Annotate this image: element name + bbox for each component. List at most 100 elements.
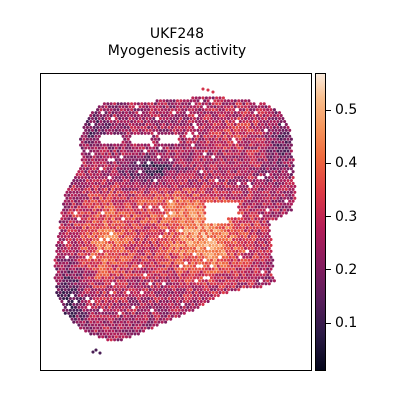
spot xyxy=(116,220,120,224)
spot xyxy=(155,199,159,203)
spot xyxy=(73,205,78,209)
spot xyxy=(126,119,130,124)
spot xyxy=(209,223,214,227)
spot xyxy=(113,167,117,171)
spot xyxy=(189,211,193,215)
spot xyxy=(266,178,270,183)
spot xyxy=(145,299,149,303)
spot xyxy=(84,240,88,244)
spot xyxy=(99,178,103,183)
spot xyxy=(276,208,280,212)
spot xyxy=(140,320,144,324)
spot xyxy=(124,317,129,321)
spot xyxy=(260,217,265,221)
spot xyxy=(174,196,178,200)
spot xyxy=(80,323,84,327)
spot xyxy=(238,196,242,200)
spot xyxy=(126,102,130,106)
spot xyxy=(119,314,123,318)
spot xyxy=(247,117,251,121)
spot xyxy=(174,314,178,318)
spot xyxy=(104,199,108,203)
spot xyxy=(126,308,130,312)
spot xyxy=(266,214,270,218)
spot xyxy=(75,308,79,312)
spot xyxy=(257,117,261,121)
spot xyxy=(130,119,134,124)
spot xyxy=(136,114,140,118)
spot xyxy=(99,220,103,224)
spot xyxy=(189,229,193,233)
spot xyxy=(97,176,101,180)
spot xyxy=(203,164,207,168)
spot xyxy=(140,119,144,124)
spot xyxy=(80,264,84,268)
spot xyxy=(140,273,144,277)
spot xyxy=(104,146,108,150)
spot xyxy=(243,152,248,156)
spot xyxy=(206,111,210,115)
spot xyxy=(211,267,215,271)
spot xyxy=(153,125,157,129)
spot xyxy=(240,235,244,239)
spot xyxy=(123,285,127,289)
spot xyxy=(203,134,207,138)
spot xyxy=(250,235,254,239)
spot xyxy=(131,193,135,197)
spot xyxy=(223,146,227,150)
spot xyxy=(164,155,168,159)
spot xyxy=(92,161,96,165)
spot xyxy=(213,199,217,203)
spot xyxy=(257,164,261,168)
spot xyxy=(175,105,180,109)
spot xyxy=(114,317,118,321)
spot xyxy=(148,270,152,274)
spot xyxy=(191,249,195,253)
spot xyxy=(72,196,76,200)
spot xyxy=(72,267,76,271)
spot xyxy=(121,282,125,286)
spot xyxy=(279,155,283,159)
spot xyxy=(138,211,142,215)
spot xyxy=(87,128,91,132)
spot xyxy=(187,125,191,129)
spot xyxy=(191,296,195,301)
spot xyxy=(233,235,237,239)
spot xyxy=(99,173,103,177)
spot xyxy=(267,199,271,203)
spot xyxy=(101,258,105,262)
spot xyxy=(169,164,173,168)
spot xyxy=(203,223,207,227)
spot xyxy=(90,294,95,298)
spot xyxy=(262,220,266,224)
spot xyxy=(143,202,147,206)
spot xyxy=(186,246,190,250)
spot xyxy=(87,311,91,315)
spot xyxy=(116,296,120,301)
spot xyxy=(186,276,190,280)
spot xyxy=(272,190,276,194)
spot xyxy=(198,114,202,118)
spot xyxy=(167,190,171,194)
spot xyxy=(135,117,139,121)
spot xyxy=(182,223,186,227)
spot xyxy=(147,196,151,200)
spot xyxy=(250,264,254,268)
spot xyxy=(80,246,84,250)
spot xyxy=(181,285,185,289)
spot xyxy=(252,149,256,153)
spot xyxy=(240,217,244,221)
spot xyxy=(87,223,91,227)
spot xyxy=(255,214,259,218)
spot xyxy=(257,276,261,280)
spot xyxy=(283,131,287,135)
spot xyxy=(62,285,66,289)
spot xyxy=(221,285,225,289)
spot xyxy=(254,276,258,280)
spot xyxy=(226,246,231,250)
spot xyxy=(133,102,137,106)
spot xyxy=(204,196,208,200)
spot xyxy=(124,229,129,233)
spot xyxy=(96,285,100,289)
spot xyxy=(199,193,203,197)
